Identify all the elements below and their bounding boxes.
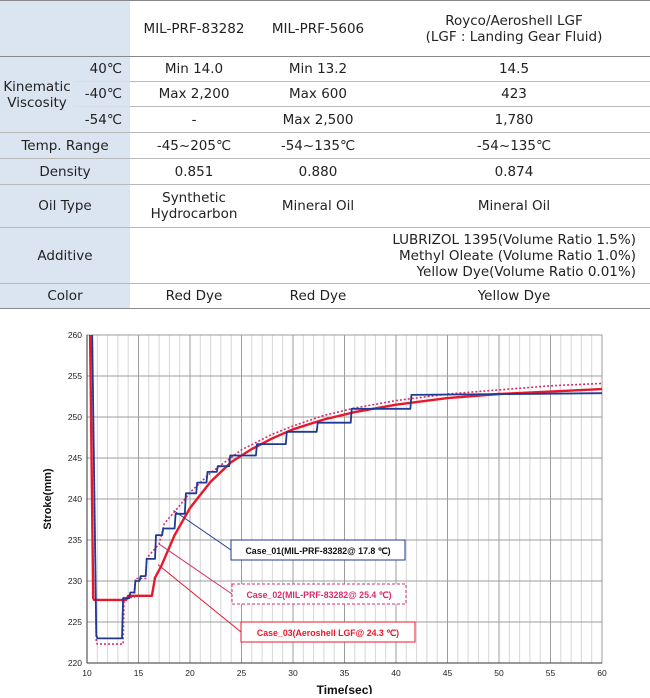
additive-83282 bbox=[130, 227, 258, 284]
color-label: Color bbox=[0, 283, 130, 309]
y-tick-label: 255 bbox=[68, 371, 82, 381]
y-tick-label: 240 bbox=[68, 494, 82, 504]
additive-label: Additive bbox=[0, 227, 130, 284]
temp-range-lgf: -54~135℃ bbox=[378, 132, 650, 159]
oil-type-label: Oil Type bbox=[0, 184, 130, 228]
additive-lgf-line1: LUBRIZOL 1395(Volume Ratio 1.5%) bbox=[392, 231, 636, 248]
visc-lgf-minus54: 1,780 bbox=[378, 106, 650, 133]
visc-83282-40: Min 14.0 bbox=[130, 56, 258, 82]
x-tick-label: 30 bbox=[288, 668, 298, 678]
stroke-chart: 10 15 20 25 30 35 40 45 50 55 60 220 225 230 235 240 245… bbox=[0, 318, 650, 697]
x-tick-label: 20 bbox=[185, 668, 195, 678]
annotation-leader-3 bbox=[157, 564, 242, 633]
table-row: Temp. Range -45~205℃ -54~135℃ -54~135℃ bbox=[0, 132, 650, 159]
x-tick-label: 15 bbox=[134, 668, 144, 678]
y-tick-label: 260 bbox=[68, 330, 82, 340]
temp-label-minus40: -40℃ bbox=[74, 81, 130, 107]
header-royco-subtitle: (LGF : Landing Gear Fluid) bbox=[425, 28, 603, 45]
additive-lgf-line3: Yellow Dye(Volume Ratio 0.01%) bbox=[416, 263, 636, 280]
oil-type-83282-line2: Hydrocarbon bbox=[150, 206, 238, 222]
x-tick-label: 40 bbox=[391, 668, 401, 678]
y-axis-label: Stroke(mm) bbox=[42, 468, 54, 529]
table-row: Oil Type Synthetic Hydrocarbon Mineral O… bbox=[0, 184, 650, 228]
visc-lgf-minus40: 423 bbox=[378, 81, 650, 107]
header-mil-prf-83282: MIL-PRF-83282 bbox=[130, 0, 258, 57]
oil-spec-table: MIL-PRF-83282 MIL-PRF-5606 Royco/Aeroshe… bbox=[0, 0, 650, 309]
y-tick-label: 230 bbox=[68, 576, 82, 586]
annotation-label-2: Case_02(MIL-PRF-83282@ 25.4 ℃) bbox=[246, 590, 391, 600]
additive-5606 bbox=[258, 227, 378, 284]
oil-type-5606: Mineral Oil bbox=[258, 184, 378, 228]
temp-range-83282: -45~205℃ bbox=[130, 132, 258, 159]
annotation-box-2 bbox=[231, 583, 407, 605]
y-tick-label: 250 bbox=[68, 412, 82, 422]
x-tick-label: 50 bbox=[494, 668, 504, 678]
kinematic-label-line2: Viscosity bbox=[7, 94, 67, 111]
oil-type-83282-line1: Synthetic bbox=[162, 190, 226, 206]
color-5606: Red Dye bbox=[258, 283, 378, 309]
oil-type-83282: Synthetic Hydrocarbon bbox=[130, 184, 258, 228]
kinematic-label-line1: Kinematic bbox=[3, 78, 71, 95]
header-royco-aeroshell: Royco/Aeroshell LGF (LGF : Landing Gear … bbox=[378, 0, 650, 57]
annotation-leader-2 bbox=[158, 543, 233, 595]
y-tick-label: 225 bbox=[68, 617, 82, 627]
color-83282: Red Dye bbox=[130, 283, 258, 309]
header-empty-cell bbox=[0, 0, 130, 57]
x-tick-label: 55 bbox=[546, 668, 556, 678]
stroke-chart-svg: 10 15 20 25 30 35 40 45 50 55 60 220 225 230 235 240 245… bbox=[0, 318, 650, 697]
density-lgf: 0.874 bbox=[378, 158, 650, 185]
visc-5606-minus40: Max 600 bbox=[258, 81, 378, 107]
annotation-label-1: Case_01(MIL-PRF-83282@ 17.8 ℃) bbox=[245, 546, 390, 556]
header-mil-prf-5606: MIL-PRF-5606 bbox=[258, 0, 378, 57]
density-label: Density bbox=[0, 158, 130, 185]
table-row: -40℃ Max 2,200 Max 600 423 bbox=[0, 81, 650, 107]
table-row: Additive LUBRIZOL 1395(Volume Ratio 1.5%… bbox=[0, 227, 650, 284]
temp-range-5606: -54~135℃ bbox=[258, 132, 378, 159]
table-row: Density 0.851 0.880 0.874 bbox=[0, 158, 650, 185]
table-header-row: MIL-PRF-83282 MIL-PRF-5606 Royco/Aeroshe… bbox=[0, 0, 650, 57]
color-lgf: Yellow Dye bbox=[378, 283, 650, 309]
additive-lgf: LUBRIZOL 1395(Volume Ratio 1.5%) Methyl … bbox=[378, 227, 650, 284]
temp-range-label: Temp. Range bbox=[0, 132, 130, 159]
density-83282: 0.851 bbox=[130, 158, 258, 185]
y-tick-label: 245 bbox=[68, 453, 82, 463]
x-tick-label: 25 bbox=[237, 668, 247, 678]
annotation-leader-1 bbox=[173, 510, 232, 551]
visc-83282-minus54: - bbox=[130, 106, 258, 133]
header-royco-title: Royco/Aeroshell LGF bbox=[445, 12, 583, 29]
temp-label-40: 40℃ bbox=[74, 56, 130, 82]
visc-5606-minus54: Max 2,500 bbox=[258, 106, 378, 133]
annotation-box-3 bbox=[240, 621, 416, 643]
visc-lgf-40: 14.5 bbox=[378, 56, 650, 82]
table-row: -54℃ - Max 2,500 1,780 bbox=[0, 106, 650, 133]
x-tick-label: 45 bbox=[443, 668, 453, 678]
series-line-case-01 bbox=[91, 334, 603, 640]
y-tick-label: 235 bbox=[68, 535, 82, 545]
x-axis-label: Time(sec) bbox=[317, 683, 373, 694]
oil-type-lgf: Mineral Oil bbox=[378, 184, 650, 228]
annotation-label-3: Case_03(Aeroshell LGF@ 24.3 ℃) bbox=[257, 628, 399, 638]
x-tick-label: 60 bbox=[597, 668, 607, 678]
visc-5606-40: Min 13.2 bbox=[258, 56, 378, 82]
additive-lgf-line2: Methyl Oleate (Volume Ratio 1.0%) bbox=[399, 247, 636, 264]
visc-83282-minus40: Max 2,200 bbox=[130, 81, 258, 107]
table-row: Kinematic Viscosity 40℃ Min 14.0 Min 13.… bbox=[0, 56, 650, 133]
annotation-box-1 bbox=[230, 539, 406, 561]
y-tick-label: 220 bbox=[68, 658, 82, 668]
x-tick-label: 35 bbox=[340, 668, 350, 678]
table-row: Color Red Dye Red Dye Yellow Dye bbox=[0, 283, 650, 309]
kinematic-viscosity-label: Kinematic Viscosity bbox=[0, 56, 74, 133]
temp-label-minus54: -54℃ bbox=[74, 106, 130, 133]
density-5606: 0.880 bbox=[258, 158, 378, 185]
x-tick-label: 10 bbox=[82, 668, 92, 678]
